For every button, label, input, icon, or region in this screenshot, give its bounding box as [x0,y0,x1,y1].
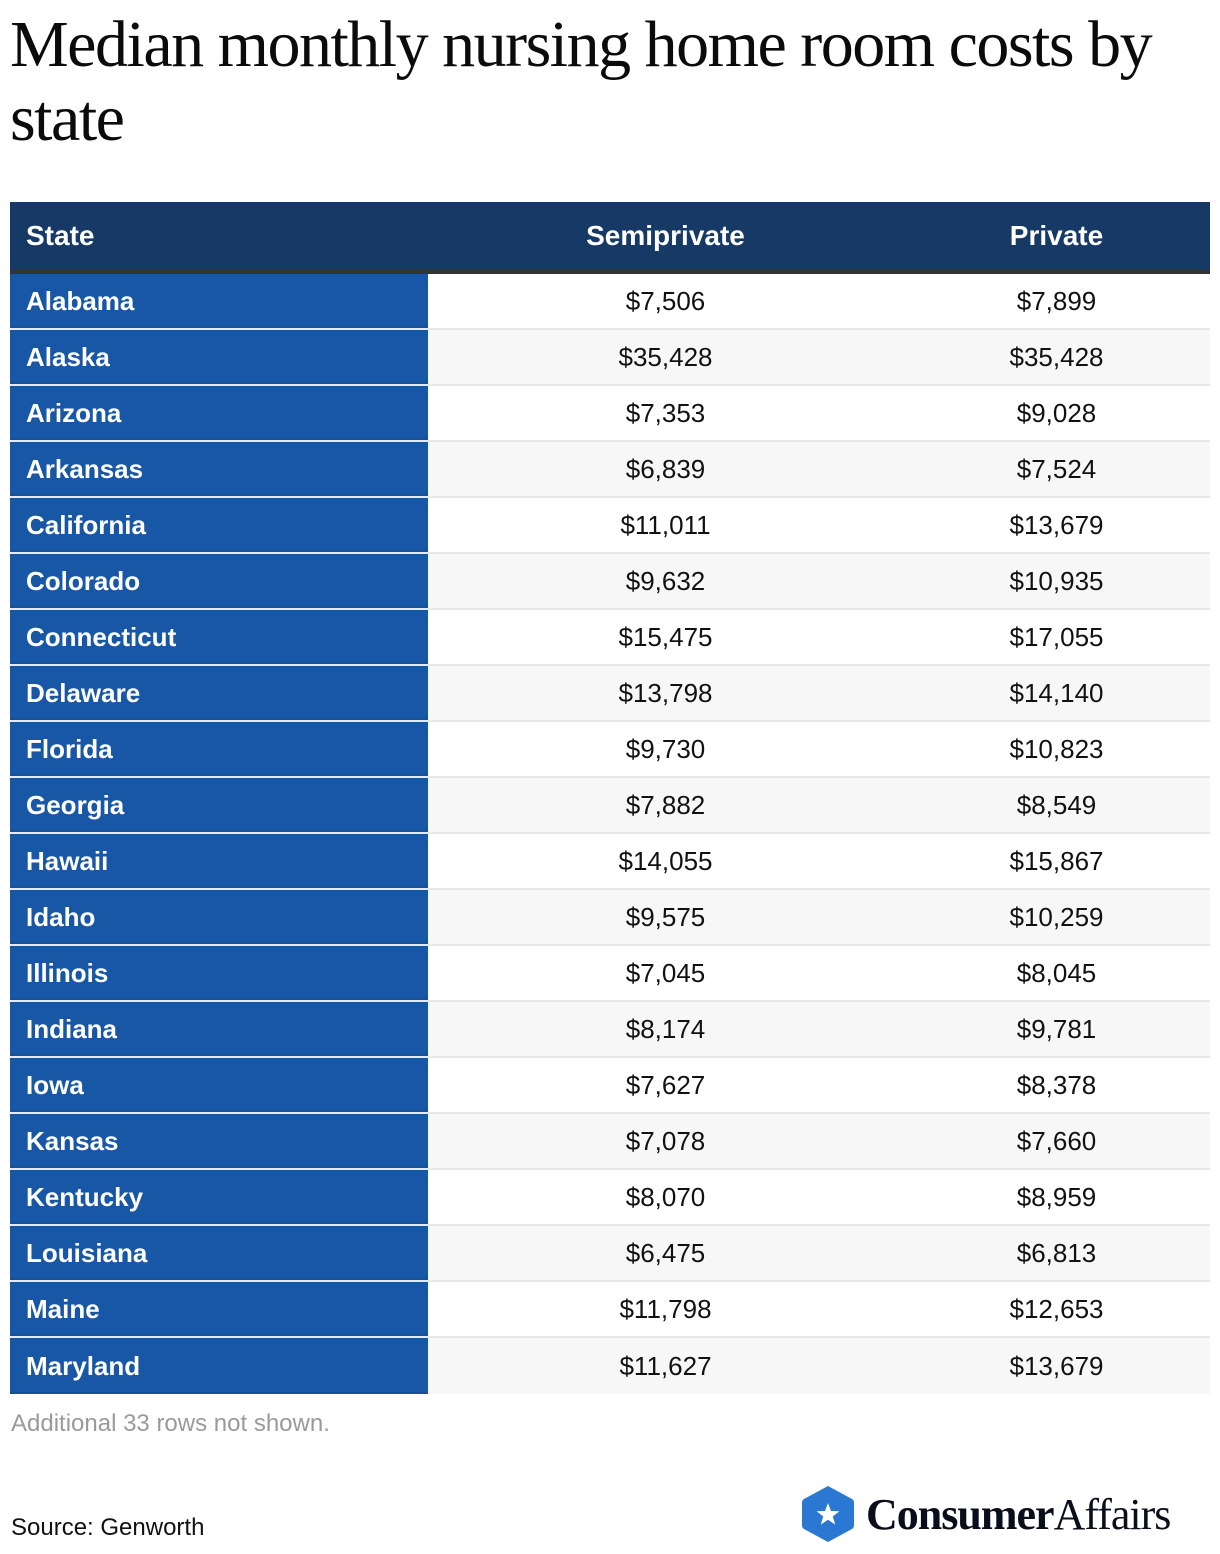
private-cell: $12,653 [903,1282,1210,1336]
state-cell: Idaho [10,890,428,944]
private-cell: $10,259 [903,890,1210,944]
private-cell: $8,378 [903,1058,1210,1112]
table-row: Alaska $35,428 $35,428 [10,330,1210,386]
table-body: Alabama $7,506 $7,899 Alaska $35,428 $35,428… [10,274,1210,1394]
star-hexagon-icon [802,1486,854,1542]
semiprivate-cell: $11,627 [428,1338,903,1394]
state-cell: Arkansas [10,442,428,496]
private-cell: $8,959 [903,1170,1210,1224]
private-cell: $13,679 [903,498,1210,552]
table-row: Connecticut $15,475 $17,055 [10,610,1210,666]
state-cell: Maine [10,1282,428,1336]
table-row: Illinois $7,045 $8,045 [10,946,1210,1002]
consumeraffairs-logo: ConsumerAffairs [800,1484,1171,1544]
private-cell: $17,055 [903,610,1210,664]
table-row: Arkansas $6,839 $7,524 [10,442,1210,498]
state-cell: Kansas [10,1114,428,1168]
private-cell: $14,140 [903,666,1210,720]
column-header-state: State [26,220,95,251]
table-row: Indiana $8,174 $9,781 [10,1002,1210,1058]
state-cell: Arizona [10,386,428,440]
semiprivate-cell: $14,055 [428,834,903,888]
table-row: Hawaii $14,055 $15,867 [10,834,1210,890]
rows-not-shown-note: Additional 33 rows not shown. [11,1410,330,1437]
table-row: Arizona $7,353 $9,028 [10,386,1210,442]
semiprivate-cell: $7,078 [428,1114,903,1168]
semiprivate-cell: $7,882 [428,778,903,832]
semiprivate-cell: $9,632 [428,554,903,608]
semiprivate-cell: $7,627 [428,1058,903,1112]
state-cell: California [10,498,428,552]
state-cell: Alabama [10,274,428,328]
state-cell: Colorado [10,554,428,608]
private-cell: $15,867 [903,834,1210,888]
table-row: Georgia $7,882 $8,549 [10,778,1210,834]
table-row: Kansas $7,078 $7,660 [10,1114,1210,1170]
table-header: State Semiprivate Private [10,202,1210,274]
table-row: Florida $9,730 $10,823 [10,722,1210,778]
cost-table: State Semiprivate Private Alabama $7,506 $… [10,202,1210,1394]
semiprivate-cell: $7,045 [428,946,903,1000]
semiprivate-cell: $6,839 [428,442,903,496]
private-cell: $9,028 [903,386,1210,440]
private-cell: $7,660 [903,1114,1210,1168]
logo-wordmark: ConsumerAffairs [866,1489,1171,1539]
state-cell: Alaska [10,330,428,384]
semiprivate-cell: $9,730 [428,722,903,776]
table-row: Delaware $13,798 $14,140 [10,666,1210,722]
private-cell: $35,428 [903,330,1210,384]
state-cell: Delaware [10,666,428,720]
semiprivate-cell: $13,798 [428,666,903,720]
column-header-semiprivate: Semiprivate [586,220,745,251]
private-cell: $10,935 [903,554,1210,608]
private-cell: $6,813 [903,1226,1210,1280]
semiprivate-cell: $8,070 [428,1170,903,1224]
page-title: Median monthly nursing home room costs b… [10,8,1153,155]
table-row: Maryland $11,627 $13,679 [10,1338,1210,1394]
semiprivate-cell: $6,475 [428,1226,903,1280]
private-cell: $7,524 [903,442,1210,496]
state-cell: Kentucky [10,1170,428,1224]
state-cell: Maryland [10,1338,428,1394]
state-cell: Louisiana [10,1226,428,1280]
state-cell: Indiana [10,1002,428,1056]
state-cell: Iowa [10,1058,428,1112]
table-row: Idaho $9,575 $10,259 [10,890,1210,946]
table-row: Louisiana $6,475 $6,813 [10,1226,1210,1282]
table-row: Maine $11,798 $12,653 [10,1282,1210,1338]
semiprivate-cell: $11,011 [428,498,903,552]
private-cell: $13,679 [903,1338,1210,1394]
source-credit: Source: Genworth [11,1514,205,1541]
semiprivate-cell: $7,353 [428,386,903,440]
table-row: Alabama $7,506 $7,899 [10,274,1210,330]
table-row: Iowa $7,627 $8,378 [10,1058,1210,1114]
table-row: Colorado $9,632 $10,935 [10,554,1210,610]
private-cell: $10,823 [903,722,1210,776]
semiprivate-cell: $11,798 [428,1282,903,1336]
private-cell: $8,045 [903,946,1210,1000]
state-cell: Georgia [10,778,428,832]
private-cell: $9,781 [903,1002,1210,1056]
table-row: Kentucky $8,070 $8,959 [10,1170,1210,1226]
state-cell: Florida [10,722,428,776]
semiprivate-cell: $8,174 [428,1002,903,1056]
semiprivate-cell: $7,506 [428,274,903,328]
column-header-private: Private [1009,220,1104,251]
table-row: California $11,011 $13,679 [10,498,1210,554]
private-cell: $8,549 [903,778,1210,832]
semiprivate-cell: $9,575 [428,890,903,944]
semiprivate-cell: $35,428 [428,330,903,384]
state-cell: Hawaii [10,834,428,888]
semiprivate-cell: $15,475 [428,610,903,664]
state-cell: Illinois [10,946,428,1000]
state-cell: Connecticut [10,610,428,664]
private-cell: $7,899 [903,274,1210,328]
